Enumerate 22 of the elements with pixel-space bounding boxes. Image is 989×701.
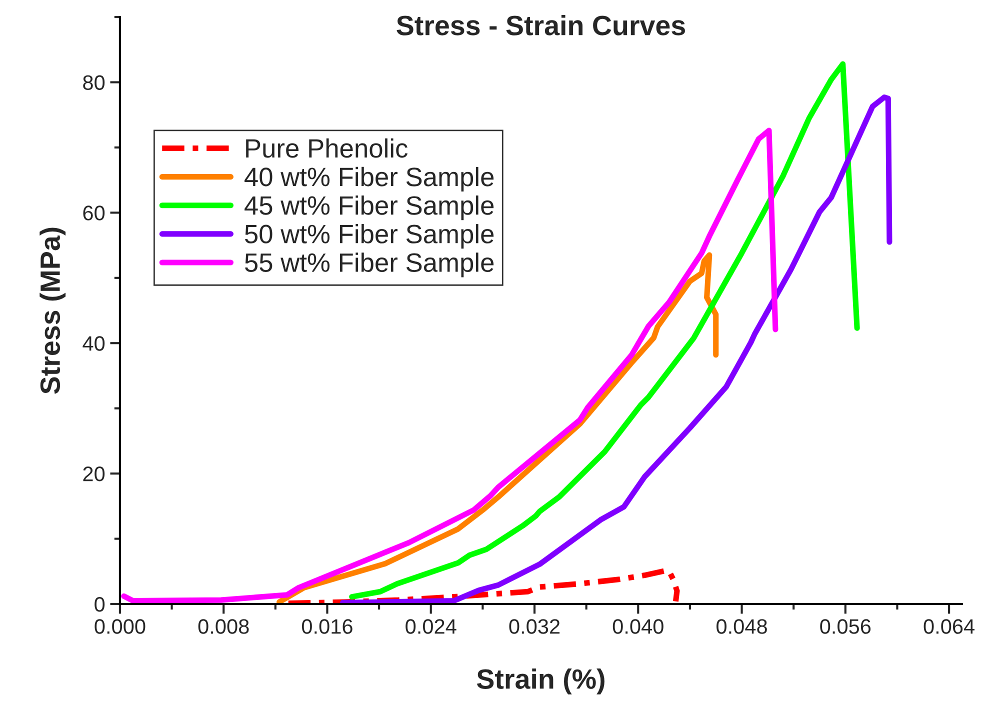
x-tick-label: 0.024 bbox=[406, 619, 456, 634]
y-tick-label: 40 bbox=[82, 336, 105, 351]
x-tick-label: 0.064 bbox=[924, 619, 975, 634]
x-tick-label: 0.016 bbox=[302, 619, 352, 634]
legend-label: 55 wt% Fiber Sample bbox=[244, 252, 494, 278]
y-tick-label: 0 bbox=[94, 596, 105, 612]
chart-title: Stress - Strain Curves bbox=[396, 14, 685, 36]
x-tick-label: 0.000 bbox=[94, 619, 146, 634]
y-tick-label: 80 bbox=[83, 75, 105, 90]
legend-label: Pure Phenolic bbox=[246, 138, 408, 158]
legend-label: 50 wt% Fiber Sample bbox=[244, 224, 494, 249]
legend-label: 40 wt% Fiber Sample bbox=[244, 166, 494, 192]
x-tick-label: 0.008 bbox=[198, 619, 249, 634]
x-tick-label: 0.056 bbox=[820, 619, 871, 634]
y-tick-label: 60 bbox=[83, 206, 105, 220]
y-tick-label: 20 bbox=[83, 466, 105, 482]
legend-label: 45 wt% Fiber Sample bbox=[244, 195, 494, 220]
x-axis-title: Strain (%) bbox=[476, 668, 604, 694]
x-tick-label: 0.048 bbox=[716, 619, 767, 634]
x-tick-label: 0.032 bbox=[509, 619, 560, 634]
y-axis-title: Stress (MPa) bbox=[40, 228, 66, 394]
x-tick-label: 0.040 bbox=[612, 619, 664, 634]
